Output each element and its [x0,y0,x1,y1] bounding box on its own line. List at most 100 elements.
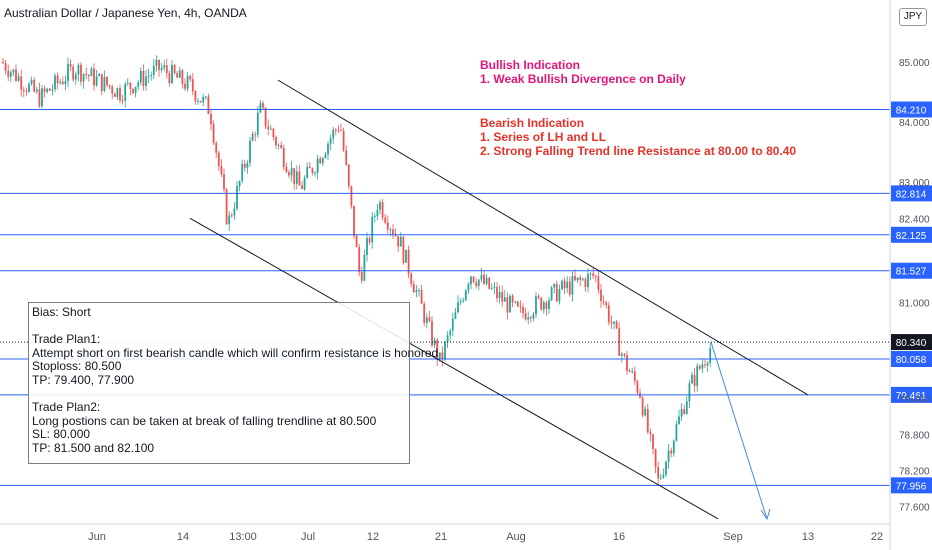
candle-body [516,301,519,307]
candle-body [269,128,272,130]
candle-body [493,286,496,288]
candle-body [490,287,493,289]
candle-body [641,397,644,416]
candle-body [80,64,82,82]
candle-body [173,64,176,74]
x-tick-label: 13:00 [229,531,257,543]
bearish-line-2: 2. Strong Falling Trend line Resistance … [480,144,797,158]
candle-body [680,409,683,417]
candle-body [288,172,290,176]
x-tick-label: Jul [301,531,315,543]
candle-body [256,112,259,135]
candle-body [384,217,387,223]
candle-body [113,93,116,97]
candle-body [132,88,134,94]
candle-body [626,355,628,371]
candle-body [217,152,220,167]
candle-body [675,424,678,441]
bullish-note: Bullish Indication 1. Weak Bullish Diver… [480,58,686,86]
candle-body [225,189,228,225]
candle-body [659,477,662,479]
candle-body [472,276,475,283]
candle-body [35,89,38,92]
candle-body [184,83,186,89]
candle-body [308,166,311,169]
candle-body [407,249,410,274]
candle-body [636,381,639,393]
level-label-bg [891,262,932,279]
candle-body [7,70,10,77]
level-label-bg [891,477,932,494]
y-tick-label: 81.000 [899,298,930,309]
candle-body [121,100,124,102]
plan1-title: Trade Plan1: [32,332,101,347]
candle-body [95,76,98,86]
plan2-sl: SL: 80.000 [32,427,91,442]
candle-body [74,74,77,80]
candle-body [158,59,160,70]
candle-body [207,96,210,114]
candle-body [566,281,569,289]
level-label: 80.058 [896,355,927,366]
candle-body [334,129,337,131]
candle-body [548,300,550,309]
level-label: 82.814 [896,189,927,200]
candle-body [633,371,636,382]
plan1-stoploss: Stoploss: 80.500 [32,359,122,374]
candle-body [457,302,459,313]
candle-body [592,273,595,277]
candle-body [210,113,212,125]
candle-body [103,76,106,92]
candle-body [241,163,244,182]
candle-body [454,312,457,319]
candle-body [311,168,314,174]
plan2-title: Trade Plan2: [32,400,101,415]
candle-body [342,130,345,151]
candle-body [545,302,548,309]
candle-body [441,352,444,360]
candle-body [649,432,652,435]
candle-body [587,273,589,288]
candle-body [67,64,69,82]
candle-body [20,76,23,90]
candle-body [480,274,483,280]
candle-body [54,75,56,90]
candle-body [644,408,647,416]
y-tick-label: 83.000 [899,178,930,189]
candle-body [446,335,449,342]
candle-body [392,229,394,235]
candle-body [98,73,101,77]
y-tick-label: 79.400 [899,395,930,406]
candle-body [363,255,366,281]
candle-body [106,76,108,86]
candle-body [85,73,88,75]
candle-body [116,88,119,97]
candle-body [615,321,618,329]
candle-body [433,340,436,346]
candle-body [249,140,251,163]
candle-body [412,283,415,293]
candle-body [22,89,25,91]
candle-body [186,76,189,89]
candle-body [150,75,153,77]
candle-body [496,286,498,299]
candle-body [410,273,413,284]
candle-body [46,88,49,92]
candle-body [56,75,59,84]
candle-body [665,461,667,475]
candle-body [514,301,517,303]
candle-body [399,236,402,247]
current-price-label: 80.340 [896,338,927,349]
candle-body [589,273,592,275]
candle-body [555,283,558,302]
currency-button[interactable]: JPY [899,8,927,26]
candle-body [340,129,342,131]
candle-body [540,297,543,310]
candle-body [381,202,384,218]
candle-body [537,296,540,298]
plan1-line: Attempt short on first bearish candle wh… [32,345,439,360]
candle-body [579,277,582,281]
candle-body [64,81,67,85]
